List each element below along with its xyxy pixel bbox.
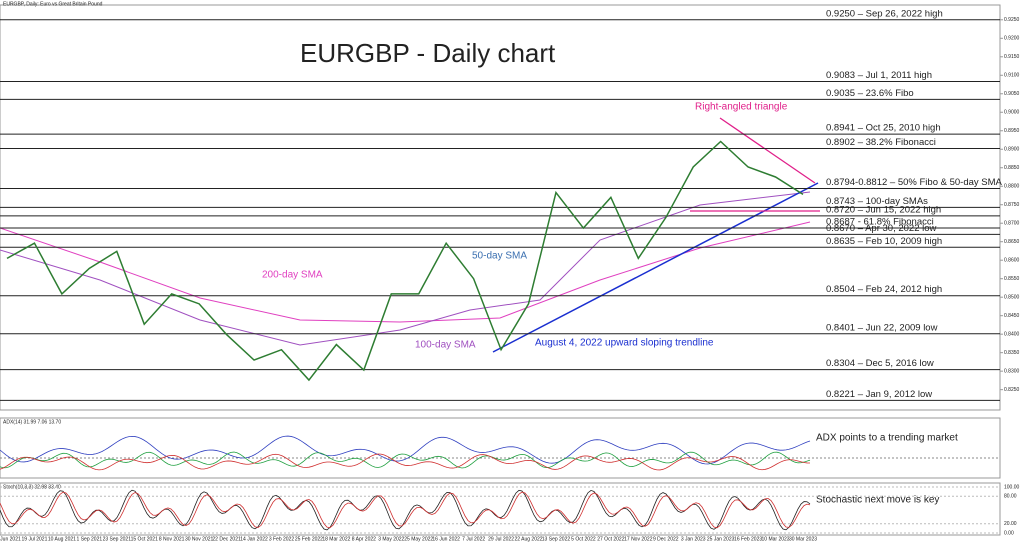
- y-tick-label: 0.8300: [1004, 368, 1020, 374]
- level-label: 0.8902 – 38.2% Fibonacci: [826, 137, 936, 148]
- x-tick-label: 7 Jul 2022: [462, 536, 485, 542]
- level-label: 0.8304 – Dec 5, 2016 low: [826, 358, 934, 369]
- y-tick-label: 0.9100: [1004, 73, 1020, 79]
- stoch-signal: [0, 491, 811, 529]
- stoch-tick-label: 0.00: [1004, 530, 1014, 536]
- x-tick-label: 30 Mar 2023: [789, 536, 817, 542]
- level-label: 0.8670 – Apr 30, 2022 low: [826, 223, 937, 234]
- x-tick-label: 30 Nov 2021: [185, 536, 214, 542]
- adx-line: [0, 435, 811, 465]
- adx-panel: [0, 417, 1001, 479]
- x-tick-label: 19 Jul 2021: [22, 536, 48, 542]
- stoch-panel: [0, 482, 1001, 536]
- annotation: 50-day SMA: [472, 251, 527, 262]
- x-tick-label: 16 Jun 2022: [432, 536, 460, 542]
- x-tick-label: 8 Apr 2022: [352, 536, 376, 542]
- x-tick-label: 3 May 2022: [378, 536, 404, 542]
- y-tick-label: 0.8700: [1004, 221, 1020, 227]
- header: EURGBP, Daily: Euro vs Great Britain Pou…: [3, 1, 103, 7]
- level-label: 0.8720 – Jun 15, 2022 high: [826, 204, 941, 215]
- y-tick-label: 0.8450: [1004, 313, 1020, 319]
- x-tick-label: 3 Jan 2023: [681, 536, 706, 542]
- y-tick-label: 0.8650: [1004, 239, 1020, 245]
- y-tick-label: 0.8550: [1004, 276, 1020, 282]
- y-tick-label: 0.9250: [1004, 17, 1020, 23]
- x-tick-label: 17 Nov 2022: [624, 536, 653, 542]
- triangle-edge: [719, 117, 816, 184]
- level-label: 0.8401 – Jun 22, 2009 low: [826, 322, 938, 333]
- x-tick-label: 27 Oct 2022: [597, 536, 624, 542]
- x-tick-label: 15 Oct 2021: [131, 536, 158, 542]
- y-tick-label: 0.8900: [1004, 147, 1020, 153]
- level-label: 0.8743 – 100-day SMAs: [826, 196, 928, 207]
- level-label: 0.9035 – 23.6% Fibo: [826, 88, 914, 99]
- sma-200: [0, 221, 811, 323]
- stoch-main: [0, 489, 811, 531]
- y-tick-label: 0.8950: [1004, 128, 1020, 134]
- x-tick-label: 25 Jun 2021: [0, 536, 21, 542]
- y-tick-label: 0.8600: [1004, 258, 1020, 264]
- x-tick-label: 25 Jan 2023: [707, 536, 735, 542]
- stoch-tick-label: 80.00: [1004, 494, 1017, 500]
- x-tick-label: 13 Sep 2022: [542, 536, 571, 542]
- x-tick-label: 22 Aug 2022: [514, 536, 542, 542]
- trendline: [492, 182, 819, 353]
- chart-title: EURGBP - Daily chart: [300, 38, 556, 68]
- x-tick-label: 10 Mar 2023: [762, 536, 790, 542]
- x-tick-label: 22 Dec 2021: [212, 536, 241, 542]
- y-tick-label: 0.9000: [1004, 110, 1020, 116]
- stoch-tick-label: 20.00: [1004, 521, 1017, 527]
- x-tick-label: 29 Jul 2022: [488, 536, 514, 542]
- level-label: 0.8635 – Feb 10, 2009 high: [826, 236, 942, 247]
- y-tick-label: 0.8500: [1004, 295, 1020, 301]
- y-tick-label: 0.9200: [1004, 36, 1020, 42]
- level-label: 0.8504 – Feb 24, 2012 high: [826, 284, 942, 295]
- x-tick-label: 8 Nov 2021: [159, 536, 185, 542]
- x-tick-label: 14 Jan 2022: [240, 536, 268, 542]
- y-tick-label: 0.8750: [1004, 202, 1020, 208]
- x-tick-label: 10 Aug 2021: [48, 536, 76, 542]
- x-tick-label: 23 Sep 2021: [103, 536, 132, 542]
- adx-plus: [0, 451, 811, 469]
- stoch-tick-label: 100.00: [1004, 484, 1020, 490]
- annotation: 100-day SMA: [415, 340, 476, 351]
- y-tick-label: 0.8850: [1004, 165, 1020, 171]
- adx-note: ADX points to a trending market: [816, 433, 958, 444]
- sma-100: [0, 191, 811, 346]
- x-tick-label: 9 Dec 2022: [653, 536, 679, 542]
- x-tick-label: 3 Feb 2022: [269, 536, 295, 542]
- y-tick-label: 0.8350: [1004, 350, 1020, 356]
- x-tick-label: 18 Mar 2022: [322, 536, 350, 542]
- y-tick-label: 0.9150: [1004, 54, 1020, 60]
- level-label: 0.8941 – Oct 25, 2010 high: [826, 123, 941, 134]
- price-line: [6, 140, 804, 382]
- x-tick-label: 25 Feb 2022: [295, 536, 323, 542]
- level-label: 0.9250 – Sep 26, 2022 high: [826, 8, 943, 19]
- level-label: 0.9083 – Jul 1, 2011 high: [826, 70, 932, 81]
- adx-minus: [0, 453, 811, 471]
- annotation: Right-angled triangle: [695, 102, 788, 113]
- x-tick-label: 25 May 2022: [404, 536, 433, 542]
- annotation: August 4, 2022 upward sloping trendline: [535, 338, 714, 349]
- annotation: 200-day SMA: [262, 270, 323, 281]
- y-tick-label: 0.8800: [1004, 184, 1020, 190]
- y-tick-label: 0.9050: [1004, 91, 1020, 97]
- adx-label: ADX(14) 31.99 7.06 13.70: [3, 419, 61, 425]
- level-label: 0.8687 - 61.8% Fibonacci: [826, 217, 934, 228]
- x-tick-label: 1 Sep 2021: [77, 536, 103, 542]
- level-label: 0.8794-0.8812 – 50% Fibo & 50-day SMA: [826, 177, 1003, 188]
- level-label: 0.8221 – Jan 9, 2012 low: [826, 389, 932, 400]
- stoch-note: Stochastic next move is key: [816, 495, 939, 506]
- x-tick-label: 16 Feb 2023: [734, 536, 762, 542]
- y-tick-label: 0.8250: [1004, 387, 1020, 393]
- y-tick-label: 0.8400: [1004, 332, 1020, 338]
- x-tick-label: 5 Oct 2022: [571, 536, 596, 542]
